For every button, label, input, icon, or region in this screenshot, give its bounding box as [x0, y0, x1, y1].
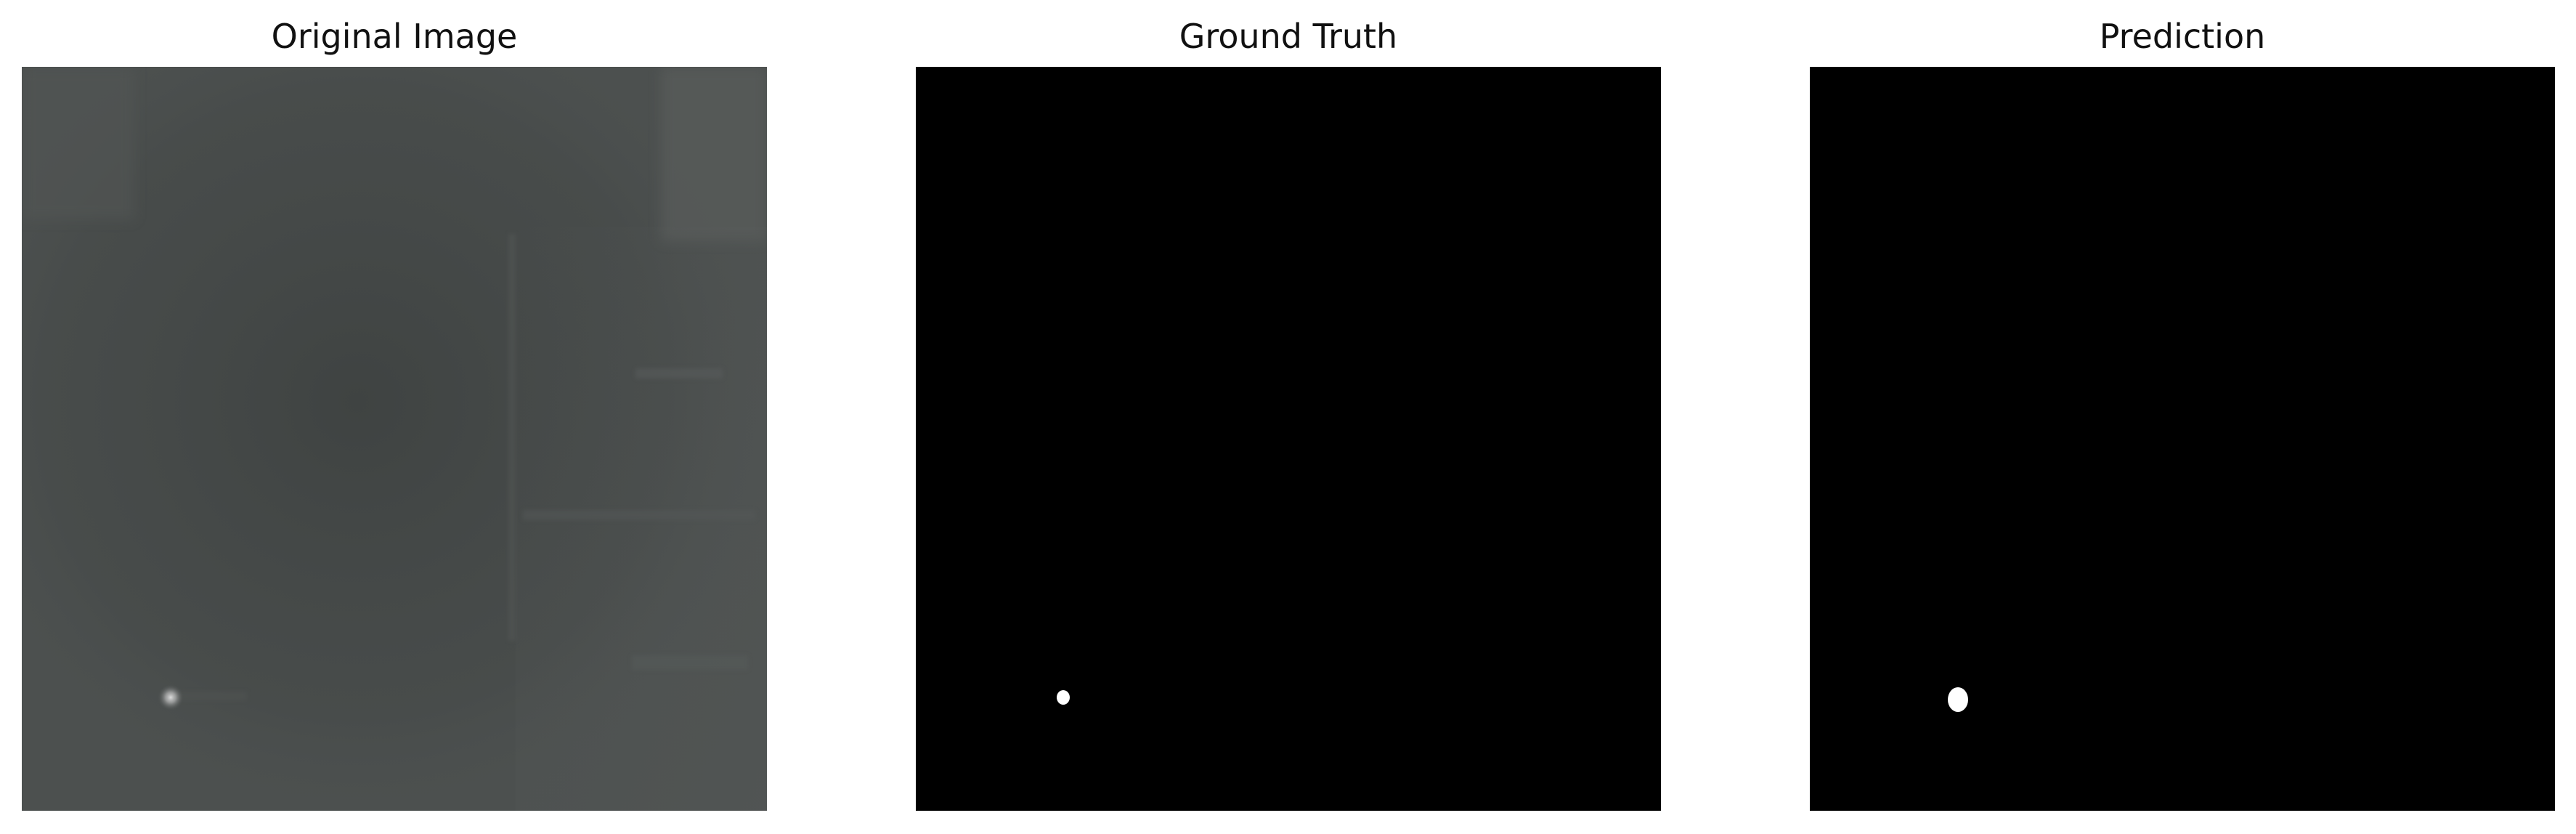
- ground-truth-canvas: [916, 67, 1661, 811]
- ground-truth-mask: [916, 67, 1661, 811]
- prediction-title: Prediction: [2099, 17, 2266, 56]
- prediction-canvas: [1810, 67, 2555, 811]
- ground-truth-panel: Ground Truth: [916, 0, 1661, 834]
- original-image-canvas: [22, 67, 767, 811]
- ground-truth-title: Ground Truth: [1179, 17, 1398, 56]
- original-streak-4: [167, 692, 247, 700]
- original-streak-2: [523, 510, 755, 520]
- original-top-right-patch: [661, 67, 767, 241]
- prediction-blob: [1948, 687, 1968, 712]
- original-vertical-streak: [508, 234, 516, 641]
- ground-truth-blob: [1057, 690, 1070, 705]
- original-hotspot: [158, 684, 184, 710]
- original-image-title: Original Image: [271, 17, 518, 56]
- prediction-panel: Prediction: [1810, 0, 2555, 834]
- prediction-mask: [1810, 67, 2555, 811]
- prediction-background: [1810, 67, 2555, 811]
- original-image: [22, 67, 767, 811]
- original-top-left-patch: [22, 67, 134, 219]
- original-image-panel: Original Image: [22, 0, 767, 834]
- ground-truth-background: [916, 67, 1661, 811]
- original-streak-3: [632, 655, 748, 670]
- original-streak-1: [635, 368, 723, 378]
